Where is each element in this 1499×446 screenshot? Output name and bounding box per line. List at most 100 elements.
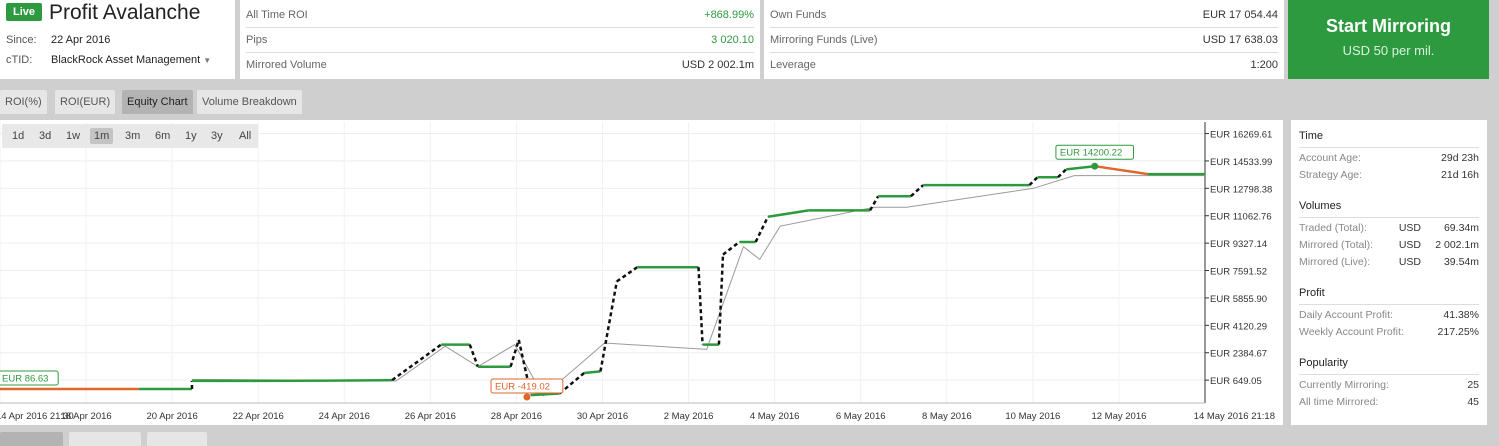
kv-label: Account Age: xyxy=(1299,152,1361,164)
y-tick-label: EUR 5855.90 xyxy=(1210,294,1267,305)
stat-label: Mirroring Funds (Live) xyxy=(770,28,878,53)
stat-row-leverage: Leverage 1:200 xyxy=(770,53,1278,78)
bottom-tab-2[interactable] xyxy=(69,432,141,446)
kv-label: All time Mirrored: xyxy=(1299,396,1378,408)
stat-label: All Time ROI xyxy=(246,3,308,28)
x-tick-label: 30 Apr 2016 xyxy=(577,411,628,422)
annotation-label: EUR -419.02 xyxy=(495,381,550,392)
range-all[interactable]: All xyxy=(235,128,255,144)
x-tick-label: 14 May 2016 21:18 xyxy=(1194,411,1275,422)
range-1d[interactable]: 1d xyxy=(8,128,28,144)
since-label: Since: xyxy=(6,34,51,46)
section-title-volumes: Volumes xyxy=(1299,200,1341,212)
tab-roi-percent[interactable]: ROI(%) xyxy=(0,90,47,114)
divider xyxy=(1299,147,1479,148)
equity-jump-segment xyxy=(911,185,923,196)
start-mirroring-button[interactable]: Start Mirroring USD 50 per mil. xyxy=(1288,0,1489,79)
y-tick-label: EUR 649.05 xyxy=(1210,376,1262,387)
equity-jump-segment xyxy=(470,345,478,367)
weekly-profit-row: Weekly Account Profit: 217.25% xyxy=(1299,326,1479,338)
mirroring-fee: USD 50 per mil. xyxy=(1288,43,1489,58)
tab-volume-breakdown[interactable]: Volume Breakdown xyxy=(197,90,302,114)
x-tick-label: 2 May 2016 xyxy=(664,411,714,422)
chevron-down-icon[interactable]: ▼ xyxy=(203,56,211,65)
y-tick-label: EUR 14533.99 xyxy=(1210,157,1272,168)
equity-segment xyxy=(1095,166,1148,174)
x-tick-label: 10 May 2016 xyxy=(1005,411,1060,422)
equity-jump-segment xyxy=(1029,177,1037,185)
kv-currency: USD xyxy=(1399,239,1421,251)
x-tick-label: 18 Apr 2016 xyxy=(60,411,111,422)
summary-bar: Live Profit Avalanche Since:22 Apr 2016 … xyxy=(0,0,1499,82)
equity-jump-segment xyxy=(617,267,637,281)
kv-label: Daily Account Profit: xyxy=(1299,309,1393,321)
kv-value: 29d 23h xyxy=(1441,152,1479,164)
y-tick-label: EUR 12798.38 xyxy=(1210,184,1272,195)
range-3m[interactable]: 3m xyxy=(121,128,144,144)
equity-jump-segment xyxy=(1058,169,1066,177)
x-tick-label: 24 Apr 2016 xyxy=(319,411,370,422)
section-title-time: Time xyxy=(1299,130,1323,142)
bottom-tab-3[interactable] xyxy=(147,432,207,446)
divider xyxy=(1299,217,1479,218)
currently-mirroring-row: Currently Mirroring:25 xyxy=(1299,379,1479,391)
range-selector: 1d 3d 1w 1m 3m 6m 1y 3y All xyxy=(2,124,258,148)
start-mirroring-title: Start Mirroring xyxy=(1288,16,1489,37)
strategy-name: Profit Avalanche xyxy=(49,1,200,25)
stat-value: USD 2 002.1m xyxy=(682,53,754,78)
annotation-marker xyxy=(1091,163,1098,170)
since-value: 22 Apr 2016 xyxy=(51,34,110,46)
kv-value: 217.25% xyxy=(1438,326,1479,338)
equity-segment xyxy=(584,371,600,373)
y-tick-label: EUR 9327.14 xyxy=(1210,239,1267,250)
range-1m[interactable]: 1m xyxy=(90,128,113,144)
ctid-row[interactable]: cTID:BlackRock Asset Management▼ xyxy=(6,54,211,66)
kv-value: 21d 16h xyxy=(1441,169,1479,181)
bottom-tab-1[interactable] xyxy=(0,432,63,446)
x-tick-label: 28 Apr 2016 xyxy=(491,411,542,422)
x-tick-label: 8 May 2016 xyxy=(922,411,972,422)
kv-label: Weekly Account Profit: xyxy=(1299,326,1404,338)
kv-value: 41.38% xyxy=(1443,309,1479,321)
kv-label: Currently Mirroring: xyxy=(1299,379,1389,391)
range-3y[interactable]: 3y xyxy=(207,128,227,144)
live-badge: Live xyxy=(6,3,42,21)
x-tick-label: 22 Apr 2016 xyxy=(233,411,284,422)
stat-row-mirrored-volume: Mirrored Volume USD 2 002.1m xyxy=(246,53,754,78)
range-6m[interactable]: 6m xyxy=(151,128,174,144)
x-tick-label: 26 Apr 2016 xyxy=(405,411,456,422)
annotation-marker xyxy=(523,393,530,400)
stat-value: +868.99% xyxy=(704,3,754,28)
range-1w[interactable]: 1w xyxy=(62,128,84,144)
strategy-info-panel: Time Account Age: 29d 23h Strategy Age: 21… xyxy=(1291,120,1487,425)
section-title-popularity: Popularity xyxy=(1299,357,1348,369)
range-1y[interactable]: 1y xyxy=(181,128,201,144)
kv-value: 45 xyxy=(1467,396,1479,408)
since-row: Since:22 Apr 2016 xyxy=(6,34,110,46)
stat-label: Leverage xyxy=(770,53,816,78)
x-tick-label: 20 Apr 2016 xyxy=(147,411,198,422)
x-tick-label: 4 May 2016 xyxy=(750,411,800,422)
equity-jump-segment xyxy=(719,255,723,345)
annotation-label: EUR 86.63 xyxy=(2,374,48,385)
stat-row-mirroring-funds: Mirroring Funds (Live) USD 17 638.03 xyxy=(770,28,1278,53)
range-3d[interactable]: 3d xyxy=(35,128,55,144)
kv-label: Strategy Age: xyxy=(1299,169,1362,181)
equity-jump-segment xyxy=(756,217,768,242)
equity-segment xyxy=(531,394,560,396)
divider xyxy=(1299,304,1479,305)
tab-equity-chart[interactable]: Equity Chart xyxy=(122,90,193,114)
equity-jump-segment xyxy=(870,196,878,210)
equity-jump-segment xyxy=(723,242,739,255)
annotation-label: EUR 14200.22 xyxy=(1060,148,1122,159)
y-tick-label: EUR 4120.29 xyxy=(1210,321,1267,332)
stat-value: EUR 17 054.44 xyxy=(1203,3,1278,28)
ctid-value[interactable]: BlackRock Asset Management xyxy=(51,54,200,66)
account-age-row: Account Age: 29d 23h xyxy=(1299,152,1479,164)
tab-roi-eur[interactable]: ROI(EUR) xyxy=(55,90,115,114)
stat-row-pips: Pips 3 020.10 xyxy=(246,28,754,53)
stat-value: 3 020.10 xyxy=(711,28,754,53)
